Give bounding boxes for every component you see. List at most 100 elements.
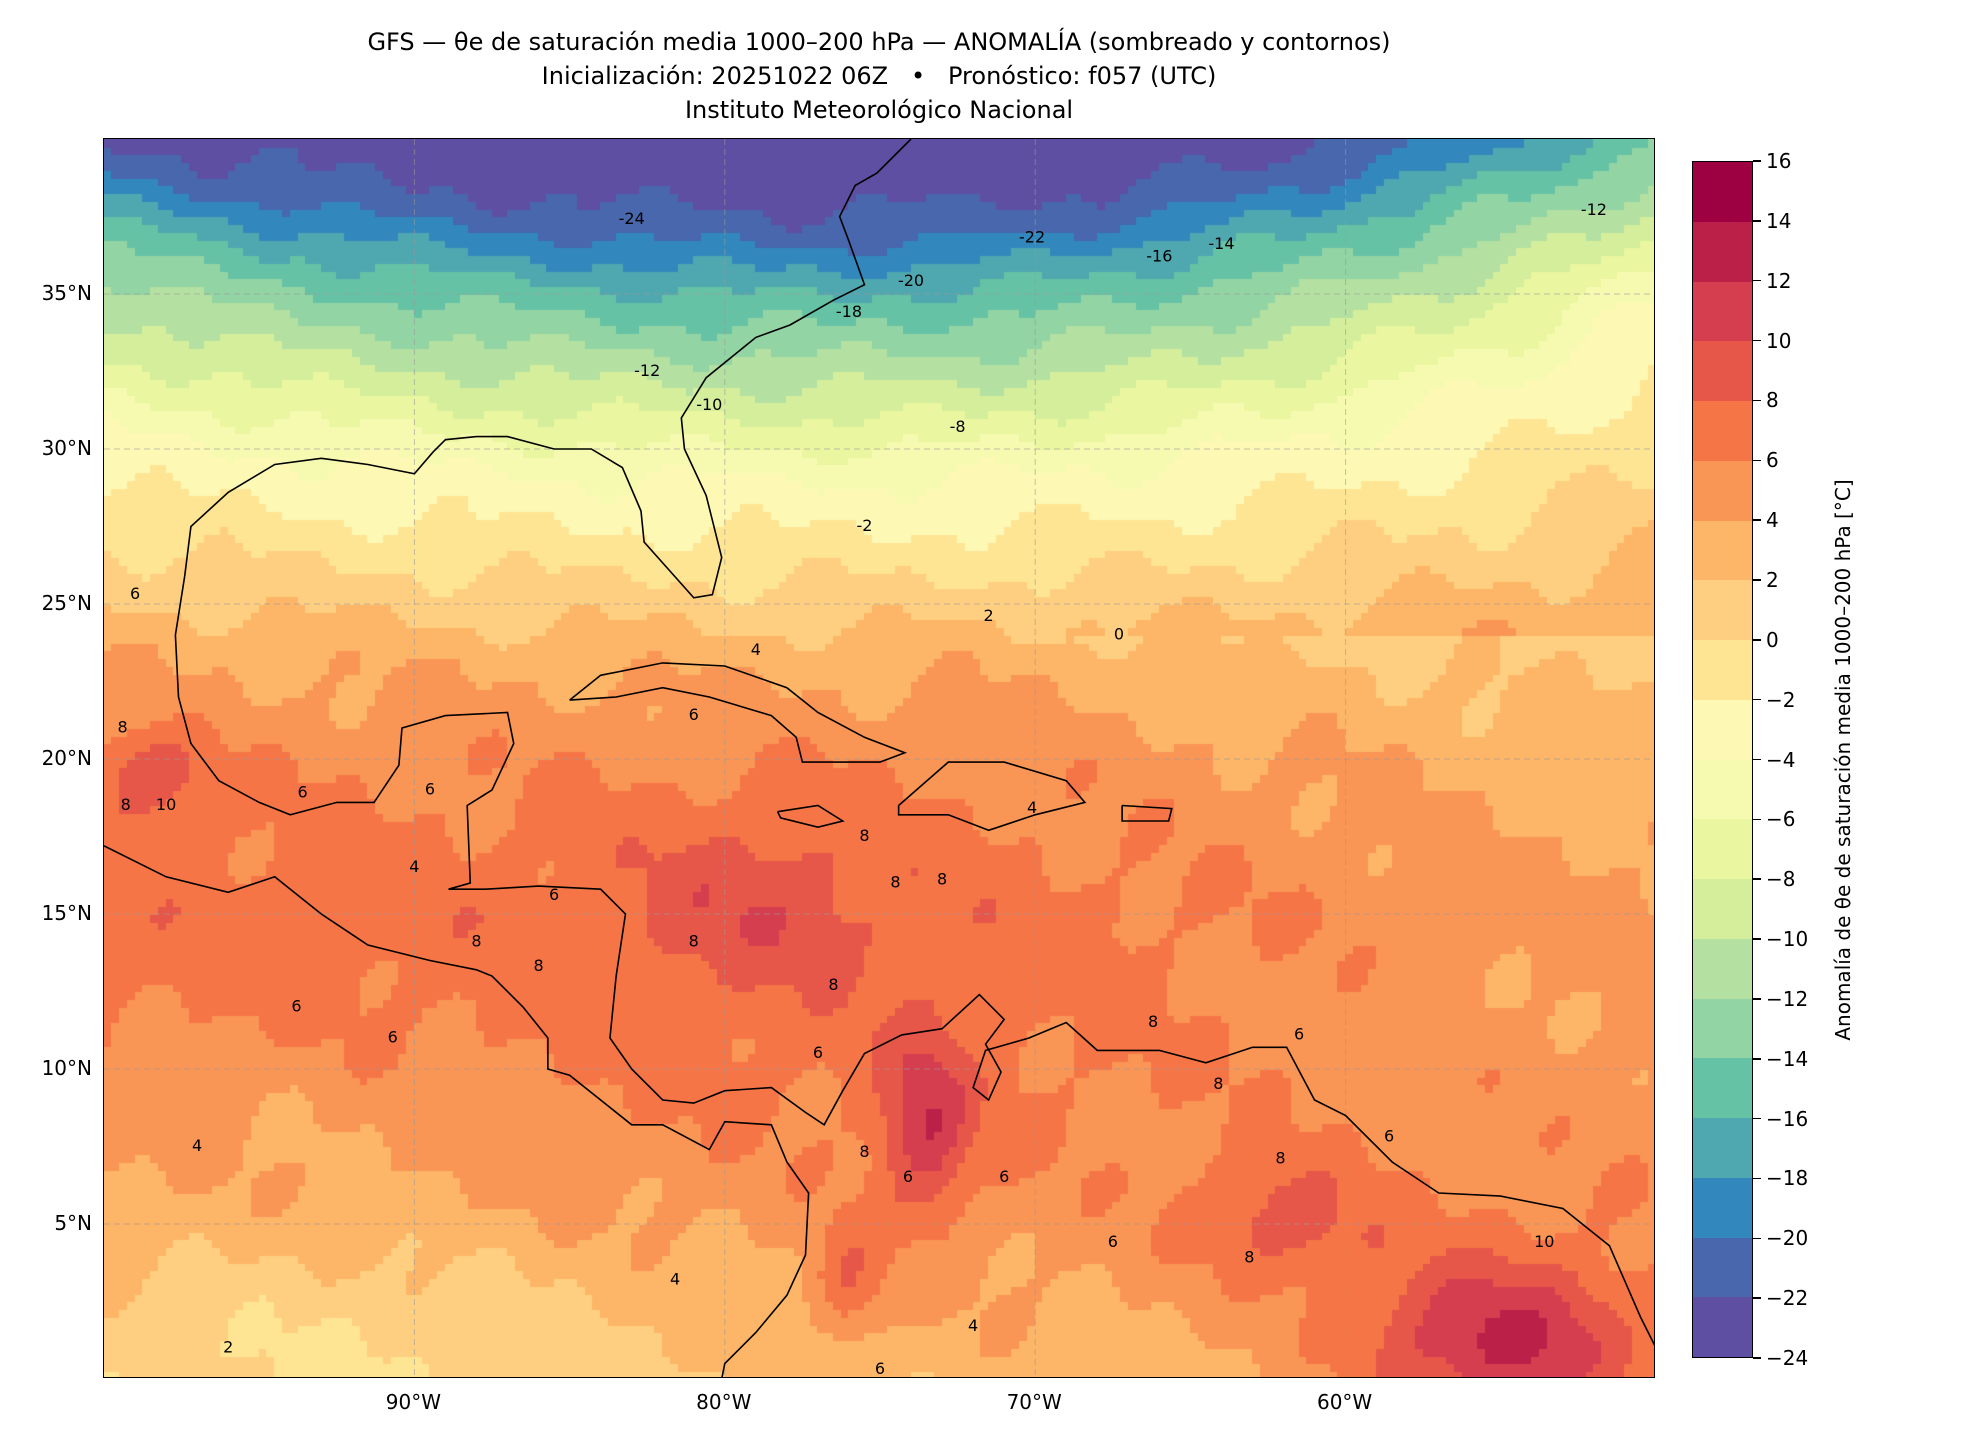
x-tick-label: 70°W [1006, 1390, 1062, 1414]
contour-label: -12 [1581, 200, 1607, 219]
coastline [1121, 804, 1173, 822]
contour-label: 4 [968, 1316, 978, 1335]
colorbar-tick-label: −4 [1766, 747, 1796, 772]
contour-label: 6 [130, 584, 140, 603]
contour-label: 6 [999, 1167, 1009, 1186]
colorbar-tick-mark [1753, 758, 1761, 761]
colorbar-tick-label: 12 [1766, 268, 1792, 293]
y-tick-label: 10°N [41, 1056, 92, 1080]
contour-label: 6 [388, 1028, 398, 1047]
y-tick-label: 20°N [41, 746, 92, 770]
contour-label: 8 [859, 1142, 869, 1161]
title-line-1: GFS — θe de saturación media 1000–200 hP… [367, 28, 1391, 56]
map-plot-area: -24 -22 -20 -18 -16 -14 -12 -12 -10 -8 -2 2 0 4 6 6 8 10 8… [103, 138, 1655, 1378]
contour-label: 8 [937, 869, 947, 888]
colorbar-tick-label: 16 [1766, 149, 1792, 173]
colorbar-tick-label: 10 [1766, 328, 1792, 353]
colorbar-tick-mark [1753, 160, 1761, 162]
contour-label: -22 [1019, 228, 1045, 247]
contour-label: 2 [223, 1338, 233, 1357]
contour-label: -2 [857, 516, 873, 535]
colorbar-swatch [1693, 1297, 1752, 1357]
contour-label: 8 [121, 795, 131, 814]
y-tick-label: 25°N [41, 591, 92, 615]
colorbar-swatch [1693, 162, 1752, 222]
contour-label: 10 [156, 795, 176, 814]
coastline [897, 761, 1087, 832]
contour-label: 6 [425, 780, 435, 799]
colorbar-tick-label: −6 [1766, 807, 1796, 832]
title-line-2: Inicialización: 20251022 06Z • Pronóstic… [541, 62, 1217, 90]
colorbar-swatch [1693, 1237, 1752, 1298]
contour-label: 8 [1148, 1012, 1158, 1031]
contour-label: 6 [298, 783, 308, 802]
colorbar-tick-label: 14 [1766, 208, 1792, 233]
contour-label: 8 [859, 826, 869, 845]
contour-label: 6 [813, 1043, 823, 1062]
colorbar-tick-label: 4 [1766, 508, 1779, 533]
contour-label: 4 [670, 1269, 680, 1288]
contour-label: 8 [1213, 1074, 1223, 1093]
colorbar-swatch [1693, 460, 1752, 521]
colorbar-swatch [1693, 879, 1752, 939]
colorbar-tick-mark [1753, 459, 1761, 461]
colorbar-tick-mark [1753, 878, 1761, 880]
colorbar-tick-label: 2 [1766, 567, 1779, 592]
colorbar-tick-mark [1753, 1237, 1761, 1240]
coastline [776, 804, 845, 829]
colorbar-tick-mark [1753, 399, 1761, 402]
contour-label: 6 [291, 997, 301, 1016]
colorbar-swatch [1693, 341, 1752, 401]
contour-label: -24 [619, 209, 645, 228]
contour-label: 0 [1114, 625, 1124, 644]
contour-label: 8 [118, 718, 128, 737]
colorbar-tick-mark [1753, 1058, 1761, 1060]
contour-label: 4 [1027, 798, 1037, 817]
colorbar-swatch [1693, 520, 1752, 581]
contour-label: 2 [984, 606, 994, 625]
y-tick-label: 35°N [41, 281, 92, 305]
coastline [174, 575, 1654, 1346]
colorbar-tick-label: −14 [1766, 1046, 1809, 1071]
colorbar-tick-label: −24 [1766, 1346, 1809, 1370]
contour-label: 8 [533, 956, 543, 975]
contour-label: 8 [828, 975, 838, 994]
colorbar-tick-label: 6 [1766, 448, 1779, 473]
colorbar-tick-mark [1753, 818, 1761, 821]
map-overlay: -24-22-20-18-16-14-12-12-10-8-2204668108… [104, 139, 1654, 1377]
contour-label: -8 [950, 417, 966, 436]
colorbar-swatch [1693, 640, 1752, 700]
colorbar-swatch [1693, 1118, 1752, 1178]
colorbar-tick-label: −20 [1766, 1226, 1809, 1251]
contour-label: 6 [1384, 1127, 1394, 1146]
contour-label: 6 [549, 885, 559, 904]
colorbar [1692, 161, 1753, 1358]
y-tick-label: 5°N [54, 1211, 92, 1235]
colorbar-tick-mark [1753, 279, 1761, 282]
contour-label: -12 [634, 361, 660, 380]
colorbar-tick-label: −2 [1766, 687, 1796, 712]
contour-label: -16 [1146, 246, 1172, 265]
colorbar-swatch [1693, 221, 1752, 282]
colorbar-tick-mark [1753, 639, 1761, 641]
colorbar-tick-label: −16 [1766, 1106, 1809, 1131]
x-tick-label: 60°W [1316, 1390, 1373, 1414]
contour-label: -10 [696, 395, 722, 414]
coastline [104, 845, 810, 1377]
contour-label: 8 [890, 873, 900, 892]
coastline [569, 662, 908, 763]
colorbar-tick-mark [1753, 519, 1761, 521]
contour-label: 4 [409, 857, 419, 876]
x-tick-label: 90°W [385, 1390, 442, 1414]
colorbar-tick-label: −18 [1766, 1166, 1809, 1191]
contour-label: 4 [751, 640, 761, 659]
colorbar-tick-mark [1753, 1357, 1761, 1359]
colorbar-tick-mark [1753, 220, 1761, 222]
contour-label: -20 [898, 271, 924, 290]
anomaly-shading [104, 139, 1654, 1377]
contour-label: -18 [836, 302, 862, 321]
colorbar-tick-label: 0 [1766, 627, 1779, 652]
contour-label: 6 [1294, 1024, 1304, 1043]
colorbar-swatch [1693, 580, 1752, 640]
